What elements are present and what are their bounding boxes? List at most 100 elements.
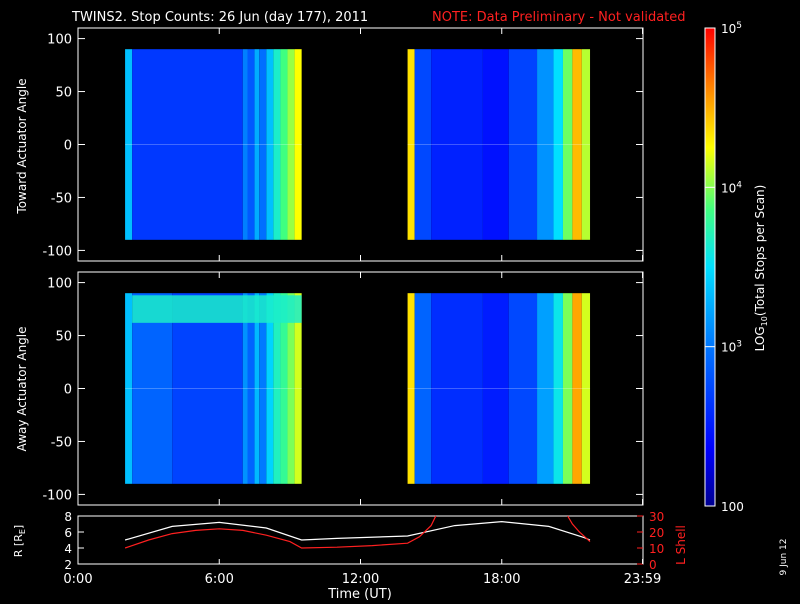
heatmap-cell	[259, 49, 267, 240]
heatmap-cell	[259, 293, 267, 484]
heatmap-cell	[280, 49, 288, 240]
heatmap-cell	[242, 49, 248, 240]
ylabel-toward: Toward Actuator Angle	[15, 78, 29, 214]
x-tick-label: 6:00	[205, 572, 234, 587]
y-tick-label: 2	[64, 558, 72, 572]
ylabel-lshell: L Shell	[674, 525, 688, 565]
heatmap-cell	[294, 49, 302, 240]
x-tick-label: 12:00	[342, 572, 379, 587]
orbit-lines	[124, 515, 591, 549]
heatmap-cell	[431, 49, 483, 240]
date-stamp: 9 Jun 12	[779, 539, 789, 576]
y2-tick-label: 30	[649, 510, 664, 524]
panel-orbit-frame	[77, 515, 644, 565]
heatmap-band	[132, 295, 302, 323]
lshell-line	[567, 515, 591, 543]
y-tick-label: 8	[64, 510, 72, 524]
heatmap-cell	[132, 293, 173, 484]
colorbar-label: LOG10(Total Stops per Scan)	[753, 185, 769, 352]
heatmap-cell	[247, 49, 255, 240]
ylabel-radius-sub: E	[18, 529, 27, 534]
heatmap-cell	[581, 49, 591, 240]
heatmap-cell	[482, 49, 509, 240]
y-tick-label: 100	[47, 277, 72, 292]
colorbar-tick-label: 105	[721, 21, 742, 36]
y-tick-label: 0	[64, 139, 72, 154]
heatmap-cell	[280, 293, 288, 484]
heatmap-cell	[266, 49, 274, 240]
heatmap-cell	[254, 293, 260, 484]
heatmap-toward	[125, 49, 591, 240]
lshell-line	[124, 515, 437, 549]
colorbar-tick-label: 104	[721, 180, 742, 195]
heatmap-cell	[407, 293, 415, 484]
heatmap-cell	[254, 49, 260, 240]
y-tick-label: 4	[64, 542, 72, 556]
y-tick-label: 50	[55, 330, 72, 345]
y-tick-label: -50	[51, 191, 72, 206]
y-tick-label: -100	[42, 488, 72, 503]
ylabel-radius-end: ]	[12, 525, 25, 529]
heatmap-cell	[266, 293, 274, 484]
heatmap-cell	[508, 49, 538, 240]
y-tick-label: 6	[64, 526, 72, 540]
y2-tick-label: 10	[649, 542, 664, 556]
x-tick-label: 0:00	[63, 572, 92, 587]
y2-tick-label: 0	[649, 558, 657, 572]
y-tick-label: 100	[47, 33, 72, 48]
heatmap-cell	[287, 293, 295, 484]
heatmap-cell	[482, 293, 509, 484]
y-tick-label: -100	[42, 244, 72, 259]
heatmap-cell	[414, 49, 432, 240]
heatmap-cell	[431, 293, 483, 484]
heatmap-cell	[125, 49, 133, 240]
heatmap-cell	[172, 293, 243, 484]
heatmap-cell	[562, 293, 573, 484]
axis-orbit: 8 6 4 2 30 20 10 0 0:00 6:00 12:00 18:00 23:59	[63, 510, 664, 587]
heatmap-cell	[553, 49, 563, 240]
heatmap-cell	[581, 293, 591, 484]
heatmap-cell	[572, 293, 582, 484]
heatmap-cell	[247, 293, 255, 484]
heatmap-cell	[553, 293, 563, 484]
heatmap-cell	[537, 293, 554, 484]
heatmap-cell	[537, 49, 554, 240]
heatmap-cell	[414, 293, 432, 484]
ylabel-away: Away Actuator Angle	[15, 326, 29, 451]
y-tick-label: 0	[64, 383, 72, 398]
heatmap-cell	[242, 293, 248, 484]
radius-line	[124, 520, 591, 541]
xlabel-time: Time (UT)	[327, 587, 392, 600]
heatmap-cell	[508, 293, 538, 484]
heatmap-cell	[294, 293, 302, 484]
y-tick-label: 50	[55, 86, 72, 101]
page-title: TWINS2. Stop Counts: 26 Jun (day 177), 2…	[71, 10, 368, 25]
colorbar-tick-label: 103	[721, 340, 742, 355]
y2-tick-label: 20	[649, 526, 664, 540]
heatmap-away	[125, 293, 591, 484]
heatmap-cell	[287, 49, 295, 240]
y-tick-label: -50	[51, 435, 72, 450]
heatmap-cell	[273, 293, 281, 484]
note-text: NOTE: Data Preliminary - Not validated	[432, 10, 686, 25]
ylabel-radius: R [RE]	[12, 525, 27, 557]
heatmap-cell	[562, 49, 573, 240]
heatmap-cell	[273, 49, 281, 240]
colorbar-label-rest: (Total Stops per Scan)	[753, 185, 767, 316]
colorbar: 105 104 103 100 LOG10(Total Stops per Scan)	[704, 21, 769, 514]
axis-away: 100 50 0 -50 -100	[42, 272, 644, 505]
colorbar-gradient	[704, 27, 716, 507]
heatmap-cell	[407, 49, 415, 240]
colorbar-label-sub: 10	[760, 316, 769, 326]
heatmap-cell	[125, 293, 133, 484]
x-tick-label: 23:59	[624, 572, 661, 587]
colorbar-tick-label: 100	[721, 500, 744, 514]
panel-toward: 100 50 0 -50 -100 Toward Actuator Angle	[15, 27, 644, 262]
x-tick-label: 18:00	[483, 572, 520, 587]
panel-orbit: 8 6 4 2 30 20 10 0 0:00 6:00 12:00 18:00 23:59 R [RE…	[12, 510, 688, 602]
heatmap-cell	[132, 49, 243, 240]
colorbar-ticks: 105 104 103 100	[705, 21, 744, 514]
panel-away: 100 50 0 -50 -100 Away Actuator Angle	[15, 271, 644, 506]
